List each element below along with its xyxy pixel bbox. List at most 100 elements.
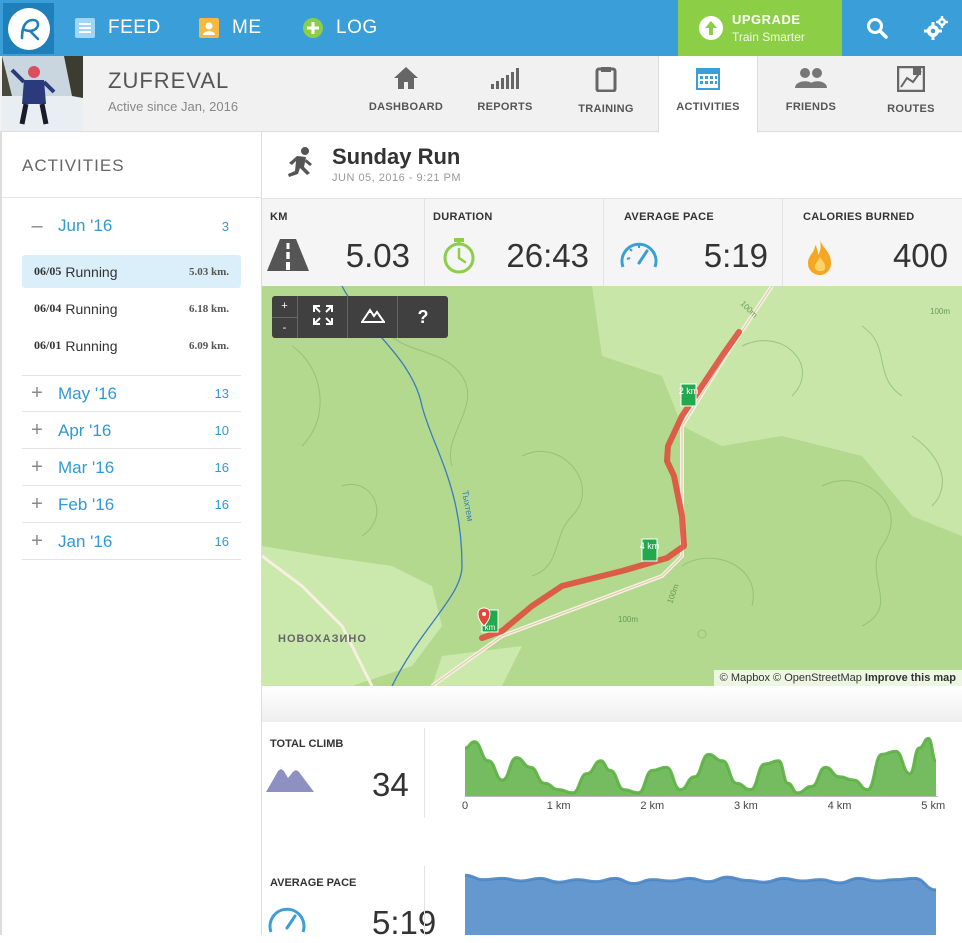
map-canvas: 2 km 4 km km НОВОХАЗИНО Тыхтем 100m 100m… [262,286,962,686]
tab-reports[interactable]: REPORTS [455,56,555,132]
nav-feed[interactable]: FEED [74,0,161,56]
nav-feed-label: FEED [108,17,161,38]
collapse-icon: – [31,214,43,237]
osm-link[interactable]: © OpenStreetMap [773,672,862,684]
place-label: НОВОХАЗИНО [278,633,367,645]
activity-date: 06/04 [34,301,62,315]
run-header: Sunday Run JUN 05, 2016 - 9:21 PM [262,132,962,198]
fullscreen-icon [312,304,333,330]
month-label: May '16 [58,383,117,403]
stat-value: 5.03 [345,237,410,274]
activity-title: Sunday Run [332,144,461,169]
tab-dashboard-label: DASHBOARD [368,101,444,113]
expand-icon: + [31,419,43,441]
tab-routes[interactable]: ROUTES [861,56,961,132]
stat-calories: CALORIES BURNED 400 [783,199,962,287]
tab-training[interactable]: TRAINING [556,56,656,132]
feed-icon [74,17,96,39]
avatar[interactable] [2,56,83,131]
tab-activities[interactable]: ACTIVITIES [658,56,758,133]
activity-item[interactable]: 06/04 Running 6.18 km. [22,292,241,325]
expand-icon: + [31,493,43,515]
month-feb-16[interactable]: + Feb '16 16 [22,487,241,523]
activity-item[interactable]: 06/05 Running 5.03 km. [22,255,241,288]
climb-panel: TOTAL CLIMB 34 0 1 km 2 km 3 km 4 km 5 km [262,722,962,822]
pace-chart [464,873,937,935]
upgrade-button[interactable]: UPGRADE Train Smarter [678,0,842,56]
username: ZUFREVAL [108,68,230,93]
upgrade-title: UPGRADE [732,12,801,27]
clipboard-icon [595,66,617,95]
month-count: 3 [221,218,229,234]
x-tick-label: 0 [462,800,468,812]
help-button[interactable]: ? [417,306,429,327]
nav-me-label: ME [232,17,262,38]
road-icon [266,237,310,278]
route-map[interactable]: 2 km 4 km km НОВОХАЗИНО Тыхтем 100m 100m… [262,286,962,686]
divider [424,866,425,936]
contour-label: 100m [618,615,638,624]
pace-value: 5:19 [372,904,437,941]
month-jan-16[interactable]: + Jan '16 16 [22,524,241,560]
stat-label: KM [270,211,288,223]
mapbox-link[interactable]: © Mapbox [719,672,770,684]
tab-activities-label: ACTIVITIES [676,101,740,113]
map-icon [896,65,926,95]
month-count: 16 [214,460,229,475]
stat-label: CALORIES BURNED [803,211,915,223]
settings-icon[interactable] [916,0,956,56]
top-bar: FEED ME LOG UPGRADE Train Smarter [0,0,962,56]
month-label: Jun '16 [58,216,113,235]
km-marker: 4 km [640,541,660,551]
divider [2,197,262,198]
activity-date: 06/01 [34,338,62,352]
spacer [262,686,962,722]
zoom-in-button[interactable]: + [272,296,297,318]
month-count: 16 [214,534,229,549]
sidebar-title: ACTIVITIES [22,156,125,175]
activity-item[interactable]: 06/01 Running 6.09 km. [22,329,241,362]
month-jun-16[interactable]: – Jun '16 3 [22,208,241,244]
month-may-16[interactable]: + May '16 13 [22,376,241,412]
people-icon [794,66,828,93]
activity-name: Running [65,300,118,317]
terrain-button[interactable] [348,296,398,338]
calendar-icon [696,66,720,93]
nav-me[interactable]: ME [198,0,262,56]
tab-training-label: TRAINING [578,103,634,115]
stat-label: AVERAGE PACE [624,211,714,223]
activity-distance: 5.03 km. [188,265,229,278]
nav-log[interactable]: LOG [302,0,378,56]
chart-line [464,873,937,892]
x-tick-label: 1 km [547,800,571,812]
activity-name: Running [65,263,118,280]
contour-label: 100m [930,307,950,316]
month-mar-16[interactable]: + Mar '16 16 [22,450,241,486]
activity-distance: 6.09 km. [188,339,229,352]
km-marker: 2 km [679,386,699,396]
stat-distance: KM 5.03 [262,199,425,287]
zoom-out-button[interactable]: - [282,321,287,334]
stat-value: 5:19 [703,237,768,274]
stat-value: 400 [892,237,948,274]
house-icon [393,66,419,93]
runkeeper-logo[interactable] [3,3,54,54]
tab-dashboard[interactable]: DASHBOARD [356,56,456,132]
month-apr-16[interactable]: + Apr '16 10 [22,413,241,449]
month-label: Jan '16 [58,531,113,551]
stats-row: KM 5.03 DURATION 26:43 AVERAGE PACE 5:19… [262,198,962,287]
speedometer-icon [618,237,660,278]
tab-friends[interactable]: FRIENDS [761,56,861,132]
activity-detail: Sunday Run JUN 05, 2016 - 9:21 PM KM 5.0… [262,132,962,941]
search-icon[interactable] [857,0,897,56]
profile-bar: ZUFREVAL Active since Jan, 2016 DASHBOAR… [0,56,962,133]
user-icon [198,17,220,39]
fullscreen-button[interactable] [298,296,348,338]
tab-routes-label: ROUTES [887,103,935,115]
expand-icon: + [31,382,43,404]
improve-map-link[interactable]: Improve this map [864,672,956,684]
chart-line [464,736,938,795]
nav-log-label: LOG [336,17,378,38]
month-label: Feb '16 [58,494,115,514]
arrow-up-icon [698,15,724,41]
